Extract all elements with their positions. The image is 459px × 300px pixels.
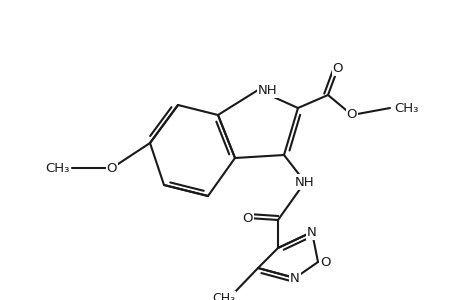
Text: CH₃: CH₃: [212, 292, 235, 300]
Text: NH: NH: [295, 176, 314, 188]
Text: O: O: [332, 61, 342, 74]
Text: N: N: [307, 226, 316, 238]
Text: O: O: [242, 212, 253, 224]
Text: CH₃: CH₃: [393, 101, 418, 115]
Text: O: O: [346, 109, 357, 122]
Text: N: N: [290, 272, 299, 284]
Text: O: O: [106, 161, 117, 175]
Text: O: O: [319, 256, 330, 268]
Text: CH₃: CH₃: [45, 161, 70, 175]
Text: NH: NH: [257, 83, 277, 97]
